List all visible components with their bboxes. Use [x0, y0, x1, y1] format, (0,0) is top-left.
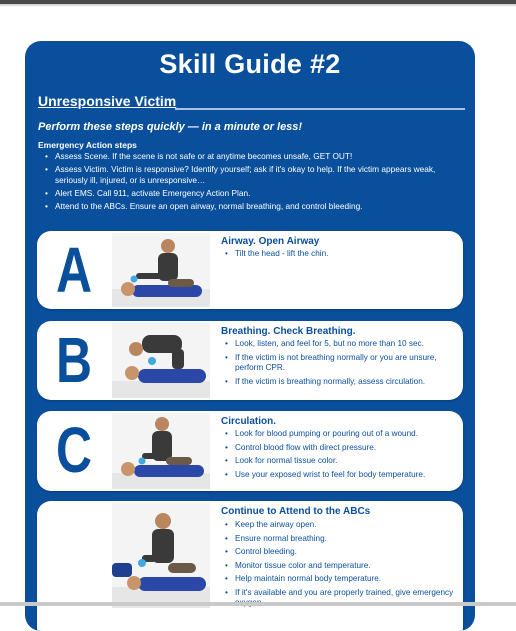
list-item: Assess Victim. Victim is responsive? Ide… — [45, 164, 465, 186]
list-item: Control bleeding. — [225, 547, 457, 558]
step-letter: B — [55, 324, 93, 396]
list-item: Ensure normal breathing. — [225, 534, 457, 545]
rescuer-with-victim-photo-icon — [112, 323, 210, 398]
step-title: Breathing. Check Breathing. — [221, 326, 356, 337]
list-item: Use your exposed wrist to feel for body … — [225, 470, 457, 481]
rescuer-with-victim-photo-icon — [112, 503, 210, 608]
emergency-action-list: Assess Scene. If the scene is not safe o… — [45, 151, 465, 214]
viewer-top-shadow — [0, 4, 516, 7]
viewer-bottom-bar — [0, 602, 516, 606]
list-item: Assess Scene. If the scene is not safe o… — [45, 151, 465, 162]
list-item: Look for normal tissue color. — [225, 456, 457, 467]
list-item: Control blood flow with direct pressure. — [225, 443, 457, 454]
rescuer-with-victim-photo-icon — [112, 413, 210, 489]
skill-guide-panel: Skill Guide #2 Unresponsive Victim Perfo… — [25, 41, 475, 631]
step-bullets: Look, listen, and feel for 5, but no mor… — [225, 339, 457, 390]
list-item: Look for blood pumping or pouring out of… — [225, 429, 457, 440]
step-card-b: B Breathing. Check Breathing. Look, list… — [37, 321, 463, 400]
list-item: Alert EMS. Call 911, activate Emergency … — [45, 188, 465, 199]
step-bullets: Tilt the head - lift the chin. — [225, 249, 457, 263]
subtitle-rule — [175, 108, 465, 110]
section-subtitle: Unresponsive Victim — [38, 93, 177, 109]
step-title: Circulation. — [221, 416, 277, 427]
page-title: Skill Guide #2 — [159, 49, 341, 79]
step-title: Continue to Attend to the ABCs — [221, 506, 371, 517]
list-item: Keep the airway open. — [225, 520, 457, 531]
step-bullets: Look for blood pumping or pouring out of… — [225, 429, 457, 483]
step-card-continue: Continue to Attend to the ABCs Keep the … — [37, 501, 463, 631]
list-item: Help maintain normal body temperature. — [225, 574, 457, 585]
emergency-action-heading: Emergency Action steps — [38, 140, 137, 150]
viewer-top-bar — [0, 0, 516, 4]
step-title: Airway. Open Airway — [221, 236, 320, 247]
list-item: Tilt the head - lift the chin. — [225, 249, 457, 260]
step-card-a: A Airway. Open Airway Tilt the head - li… — [37, 231, 463, 309]
list-item: Monitor tissue color and temperature. — [225, 561, 457, 572]
rescuer-with-victim-photo-icon — [112, 233, 210, 307]
step-bullets: Keep the airway open. Ensure normal brea… — [225, 520, 457, 612]
list-item: If the victim is not breathing normally … — [225, 353, 457, 374]
step-letter: C — [55, 414, 93, 486]
tagline: Perform these steps quickly — in a minut… — [38, 121, 303, 133]
list-item: If the victim is breathing normally, ass… — [225, 377, 457, 388]
step-card-c: C Circulation. Look for blood pumping or… — [37, 411, 463, 491]
list-item: Attend to the ABCs. Ensure an open airwa… — [45, 201, 465, 212]
step-letter: A — [55, 234, 93, 306]
list-item: Look, listen, and feel for 5, but no mor… — [225, 339, 457, 350]
